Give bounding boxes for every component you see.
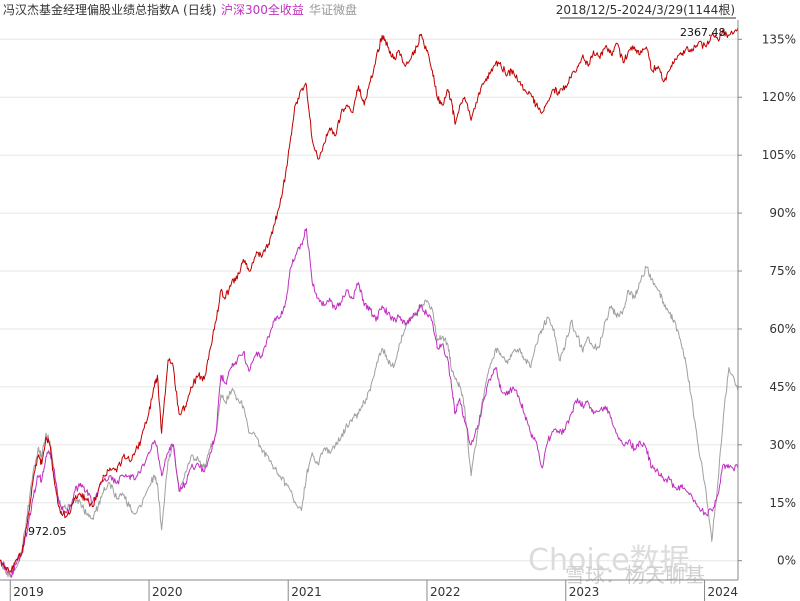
x-tick-layer: 2019 2020 2021 2022 2023 2024	[9, 580, 739, 601]
y-tick-label: 15%	[769, 496, 796, 510]
end-value-label: 2367.48	[680, 26, 726, 39]
y-tick-label: 60%	[769, 322, 796, 336]
y-tick-layer: 135% 120% 105% 90% 75% 60% 45% 30% 15% 0%	[738, 32, 796, 568]
watermark-text-2: 雪球：杨天聊基	[565, 563, 705, 587]
series-line-1	[0, 228, 739, 578]
y-tick-label: 135%	[762, 32, 796, 46]
header-layer: 冯汉杰基金经理偏股业绩总指数A (日线) 沪深300全收益 华证微盘 2018/…	[3, 2, 736, 19]
chart-title: 冯汉杰基金经理偏股业绩总指数A (日线)	[3, 2, 216, 17]
y-tick-label: 120%	[762, 90, 796, 104]
y-tick-label: 45%	[769, 380, 796, 394]
y-tick-label: 75%	[769, 264, 796, 278]
y-tick-label: 30%	[769, 438, 796, 452]
y-tick-label: 0%	[777, 554, 796, 568]
date-range: 2018/12/5-2024/3/29(1144根)	[556, 3, 735, 17]
y-tick-label: 105%	[762, 148, 796, 162]
x-tick-label: 2022	[430, 585, 461, 599]
y-tick-label: 90%	[769, 206, 796, 220]
grid-layer	[0, 38, 738, 562]
x-tick-label: 2024	[708, 585, 739, 599]
legend-microcap: 华证微盘	[309, 2, 357, 17]
series-line-2	[0, 265, 739, 578]
legend-hs300: 沪深300全收益	[221, 2, 304, 17]
x-tick-label: 2019	[13, 585, 44, 599]
series-line-0	[0, 27, 739, 573]
x-tick-label: 2023	[569, 585, 600, 599]
watermark-layer: Choice数据 雪球：杨天聊基	[528, 543, 705, 587]
watermark-text: Choice数据	[528, 543, 690, 578]
series-layer	[0, 27, 739, 578]
annotation-layer: 972.05 2367.48	[28, 26, 726, 538]
x-tick-label: 2020	[152, 585, 183, 599]
x-tick-label: 2021	[291, 585, 322, 599]
axis-layer	[0, 20, 739, 581]
start-value-label: 972.05	[28, 525, 67, 538]
